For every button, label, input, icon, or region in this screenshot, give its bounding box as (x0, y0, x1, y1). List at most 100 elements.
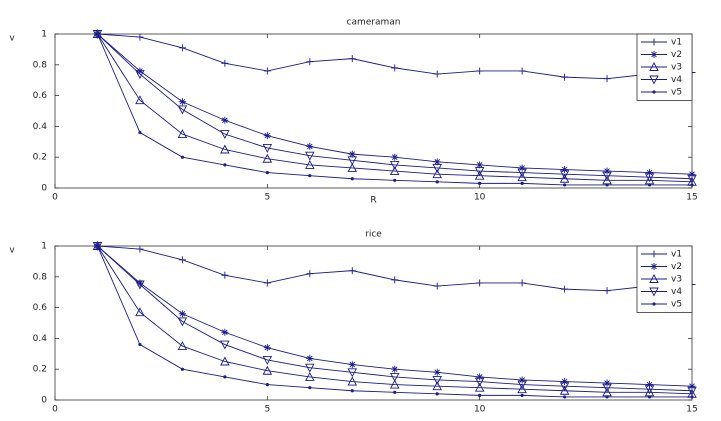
marker (432, 169, 442, 179)
marker (433, 70, 441, 78)
marker (95, 244, 100, 248)
marker (178, 44, 186, 52)
marker (221, 59, 229, 67)
chart-title: rice (365, 230, 382, 240)
legend-label: v4 (671, 75, 682, 85)
marker (559, 173, 570, 183)
y-tick-label: 0.6 (33, 303, 48, 313)
marker (263, 67, 271, 75)
marker (223, 163, 227, 167)
marker (393, 390, 397, 394)
marker (177, 341, 188, 351)
marker (348, 150, 356, 158)
marker (136, 279, 144, 287)
y-tick-label: 1 (41, 242, 47, 252)
legend-label: v1 (671, 250, 682, 260)
y-tick-label: 0 (41, 184, 47, 194)
marker (517, 172, 527, 182)
legend-label: v2 (671, 262, 682, 272)
marker (563, 183, 567, 187)
marker (262, 144, 273, 153)
marker (263, 132, 271, 140)
marker (647, 183, 652, 187)
marker (306, 354, 314, 362)
marker (559, 382, 570, 392)
marker (644, 173, 655, 183)
x-tick-label: 10 (474, 193, 486, 203)
marker (350, 177, 354, 181)
marker (178, 98, 186, 106)
marker (478, 181, 482, 185)
marker (474, 170, 485, 180)
marker (223, 375, 227, 379)
marker (135, 307, 145, 317)
marker (518, 67, 526, 75)
marker (305, 159, 315, 169)
marker (350, 389, 354, 393)
marker (561, 285, 569, 293)
marker (520, 181, 524, 185)
x-tick-label: 5 (264, 193, 270, 203)
marker (389, 160, 400, 170)
marker (561, 166, 569, 174)
legend-label: v3 (671, 63, 682, 73)
marker (603, 287, 611, 295)
marker (605, 395, 609, 399)
marker (435, 180, 439, 184)
marker (308, 174, 312, 178)
plot-area (54, 245, 693, 401)
x-tick-label: 0 (52, 193, 58, 203)
marker (178, 256, 186, 264)
marker (688, 170, 696, 178)
legend-label: v5 (671, 300, 682, 310)
marker (644, 385, 655, 395)
marker (135, 280, 145, 290)
marker (688, 382, 696, 390)
marker (263, 344, 271, 352)
marker (348, 267, 356, 275)
marker (347, 368, 358, 378)
marker (391, 276, 399, 284)
marker (262, 153, 273, 163)
marker (177, 105, 188, 115)
series-line (97, 245, 693, 395)
marker (265, 383, 269, 387)
marker (602, 383, 612, 393)
marker (561, 378, 569, 386)
marker (518, 164, 526, 172)
marker (652, 90, 656, 94)
legend-label: v1 (671, 38, 682, 48)
marker (432, 164, 442, 173)
marker (92, 30, 103, 39)
legend-label: v3 (671, 275, 682, 285)
marker (347, 376, 358, 386)
marker (263, 279, 271, 287)
y-axis-label: v (9, 246, 15, 256)
marker (603, 379, 611, 387)
series-line (97, 33, 693, 180)
marker (518, 279, 526, 287)
marker (389, 379, 400, 389)
marker (306, 58, 314, 66)
marker (221, 271, 229, 279)
marker (135, 70, 145, 79)
y-tick-label: 1 (41, 30, 47, 40)
marker (518, 376, 526, 384)
marker (517, 380, 527, 390)
marker (432, 376, 442, 385)
marker (262, 356, 273, 365)
marker (433, 282, 441, 290)
marker (649, 62, 659, 71)
marker (306, 142, 314, 150)
marker (603, 167, 611, 175)
marker (517, 168, 527, 178)
series-line (97, 245, 693, 392)
x-axis-label: R (370, 196, 376, 206)
marker (432, 381, 442, 391)
y-tick-label: 0.4 (33, 122, 48, 132)
marker (180, 367, 184, 371)
y-tick-label: 0.6 (33, 91, 48, 101)
legend-label: v2 (671, 50, 682, 60)
marker (433, 368, 441, 376)
